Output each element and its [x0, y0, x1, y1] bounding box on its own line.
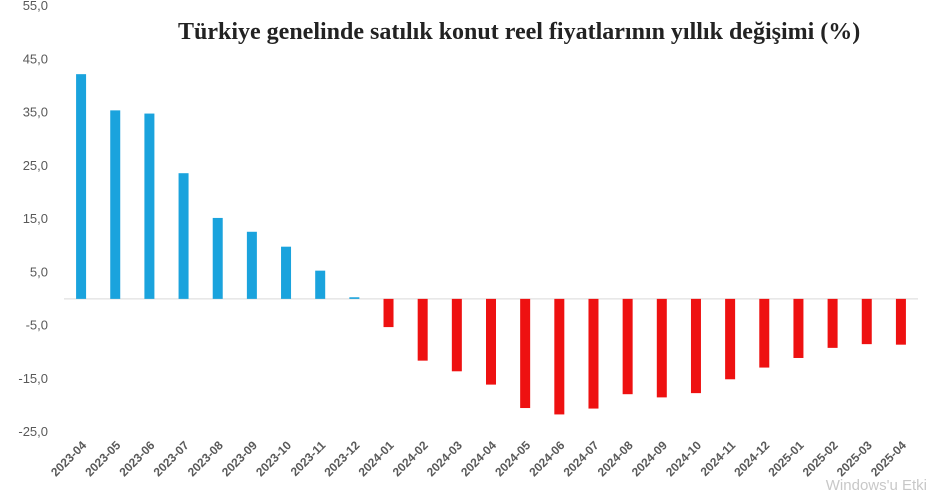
x-tick-label: 2024-03	[424, 438, 465, 479]
y-tick-label: 5,0	[30, 264, 48, 279]
bar-2024-12	[759, 298, 770, 368]
x-tick-label: 2024-07	[561, 438, 602, 479]
bar-2025-02	[827, 298, 838, 348]
bar-2024-10	[690, 298, 701, 394]
bar-2024-07	[588, 298, 599, 409]
x-tick-label: 2025-03	[834, 438, 875, 479]
bar-2025-03	[861, 298, 872, 345]
x-tick-label: 2024-04	[458, 438, 499, 479]
x-axis-labels: 2023-042023-052023-062023-072023-082023-…	[48, 438, 909, 479]
bar-2024-06	[554, 298, 565, 415]
x-tick-label: 2024-10	[663, 438, 704, 479]
y-tick-label: 45,0	[23, 51, 48, 66]
x-tick-label: 2024-01	[356, 438, 397, 479]
bar-2025-04	[895, 298, 906, 345]
bar-2024-05	[520, 298, 531, 409]
x-tick-label: 2024-08	[595, 438, 636, 479]
x-tick-label: 2024-02	[390, 438, 431, 479]
chart-title: Türkiye genelinde satılık konut reel fiy…	[178, 19, 860, 45]
y-tick-label: 25,0	[23, 158, 48, 173]
x-tick-label: 2023-04	[48, 438, 89, 479]
bar-2024-02	[417, 298, 428, 361]
y-tick-label: -5,0	[26, 318, 48, 333]
bar-2023-12	[349, 297, 360, 299]
bar-2023-06	[144, 113, 155, 299]
bar-2023-07	[178, 173, 189, 299]
bar-2023-08	[212, 217, 223, 299]
y-tick-label: -25,0	[18, 424, 48, 439]
y-tick-label: -15,0	[18, 371, 48, 386]
bar-2024-03	[451, 298, 462, 372]
x-tick-label: 2023-05	[82, 438, 123, 479]
x-tick-label: 2023-06	[116, 438, 157, 479]
bar-2025-01	[793, 298, 804, 358]
x-tick-label: 2024-06	[526, 438, 567, 479]
bar-2023-11	[315, 270, 326, 299]
x-tick-label: 2023-12	[321, 438, 362, 479]
y-tick-label: 35,0	[23, 105, 48, 120]
x-tick-label: 2024-05	[492, 438, 533, 479]
x-tick-label: 2024-09	[629, 438, 670, 479]
bar-2024-01	[383, 298, 394, 328]
bar-2023-04	[76, 74, 87, 299]
bar-2024-09	[656, 298, 667, 398]
y-axis-ticks: 55,0 45,0 35,0 25,0 15,0 5,0 -5,0 -15,0 -25,0	[18, 0, 48, 439]
bar-2023-10	[281, 246, 292, 299]
x-tick-label: 2023-08	[185, 438, 226, 479]
watermark: Windows'u Etki	[826, 477, 927, 494]
x-tick-label: 2024-11	[698, 438, 739, 479]
bars	[76, 74, 906, 415]
bar-2024-11	[725, 298, 736, 380]
y-tick-label: 55,0	[23, 0, 48, 13]
x-tick-label: 2024-12	[731, 438, 772, 479]
bar-2024-04	[486, 298, 496, 385]
bar-2024-08	[622, 298, 633, 395]
x-tick-label: 2025-01	[766, 438, 807, 479]
x-tick-label: 2023-07	[151, 438, 192, 479]
bar-2023-05	[110, 110, 121, 299]
y-tick-label: 15,0	[23, 211, 48, 226]
x-tick-label: 2025-04	[868, 438, 909, 479]
x-tick-label: 2023-11	[288, 438, 329, 479]
x-tick-label: 2025-02	[800, 438, 841, 479]
x-tick-label: 2023-10	[253, 438, 294, 479]
bar-2023-09	[246, 231, 257, 299]
x-tick-label: 2023-09	[219, 438, 260, 479]
